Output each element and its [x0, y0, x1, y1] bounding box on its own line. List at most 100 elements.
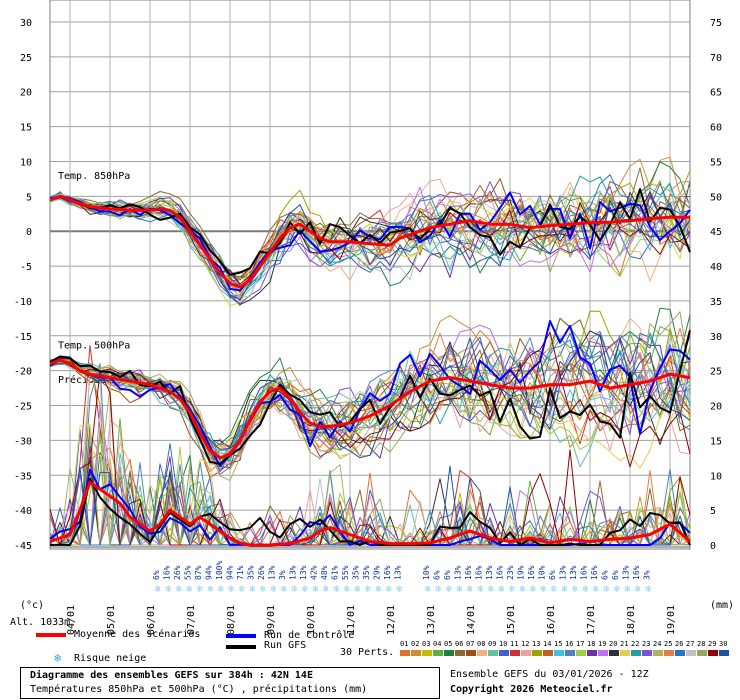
snow-risk-value: 16% [590, 565, 599, 580]
snow-risk-value: 13% [268, 565, 277, 580]
legend-perts-label: 30 Perts. [340, 647, 395, 658]
pert-legend-number: 11 [510, 640, 519, 648]
y-tick-left: 15 [20, 123, 32, 134]
x-tick-label: 08/01 [226, 605, 237, 635]
pert-legend-number: 01 [400, 640, 409, 648]
snow-risk-icon: ❄ [208, 584, 215, 595]
y-tick-left: -30 [14, 436, 32, 447]
pert-legend-swatch [565, 650, 575, 656]
pert-legend-number: 18 [587, 640, 596, 648]
snow-risk-icon: ❄ [397, 584, 404, 595]
snow-risk-value: 16% [527, 565, 536, 580]
x-tick-label: 16/01 [546, 605, 557, 635]
snow-risk-value: 23% [506, 565, 515, 580]
snow-risk-icon: ❄ [499, 584, 506, 595]
pert-legend-number: 17 [576, 640, 585, 648]
snow-risk-icon: ❄ [218, 584, 225, 595]
y-tick-left: -40 [14, 506, 32, 517]
snow-risk-icon: ❄ [376, 584, 383, 595]
snow-risk-icon: ❄ [562, 584, 569, 595]
member-line-precip [50, 434, 691, 546]
legend-gfs-label: Run GFS [264, 640, 307, 651]
pert-legend-number: 16 [565, 640, 574, 648]
pert-legend-number: 12 [521, 640, 530, 648]
pert-legend-number: 30 [719, 640, 728, 648]
pert-legend-number: 13 [532, 640, 541, 648]
y-tick-left: -20 [14, 367, 32, 378]
snow-risk-icon: ❄ [260, 584, 267, 595]
snow-risk-value: 6% [433, 570, 442, 580]
pert-legend-number: 24 [653, 640, 662, 648]
snow-risk-value: 13% [289, 565, 298, 580]
y-tick-left: -35 [14, 471, 32, 482]
snow-risk-icon: ❄ [425, 584, 432, 595]
pert-legend-swatch [521, 650, 531, 656]
member-line-precip [49, 473, 690, 546]
y-tick-right: 40 [710, 262, 722, 273]
snow-risk-icon: ❄ [155, 584, 162, 595]
snow-risk-icon: ❄ [292, 584, 299, 595]
snow-risk-value: 42% [310, 565, 319, 580]
pert-legend-number: 22 [631, 640, 640, 648]
x-tick-label: 19/01 [666, 605, 677, 635]
snow-risk-icon: ❄ [509, 584, 516, 595]
snow-risk-value: 6% [443, 570, 452, 580]
section-label-t850: Temp. 850hPa [58, 171, 130, 182]
altitude-label: Alt. 1033m [10, 617, 71, 628]
pert-legend-swatch [576, 650, 586, 656]
snow-risk-icon: ❄ [646, 584, 653, 595]
snow-risk-icon: ❄ [436, 584, 443, 595]
snow-risk-value: 29% [373, 565, 382, 580]
pert-legend-swatch [653, 650, 663, 656]
pert-legend-number: 04 [433, 640, 442, 648]
snow-risk-icon: ❄ [271, 584, 278, 595]
snow-risk-icon: ❄ [530, 584, 537, 595]
snow-risk-value: 16% [496, 565, 505, 580]
y-tick-right: 20 [710, 402, 722, 413]
pert-legend-number: 03 [422, 640, 431, 648]
snow-risk-value: 16% [163, 565, 172, 580]
snow-risk-value: 55% [341, 565, 350, 580]
y-axis-label-right: (mm) [710, 600, 734, 611]
snow-risk-value: 3% [278, 570, 287, 580]
snow-risk-value: 13% [394, 565, 403, 580]
snow-risk-value: 48% [320, 565, 329, 580]
snow-risk-value: 55% [184, 565, 193, 580]
y-tick-left: 20 [20, 88, 32, 99]
snow-risk-value: 13% [454, 565, 463, 580]
snow-risk-value: 61% [331, 565, 340, 580]
snow-risk-icon: ❄ [302, 584, 309, 595]
snow-risk-icon: ❄ [488, 584, 495, 595]
snow-risk-value: 19% [517, 565, 526, 580]
snow-risk-value: 35% [247, 565, 256, 580]
pert-legend-number: 26 [675, 640, 684, 648]
snow-risk-value: 16% [632, 565, 641, 580]
member-line-t500 [49, 330, 691, 449]
snow-risk-value: 3% [643, 570, 652, 580]
snow-risk-icon: ❄ [583, 584, 590, 595]
pert-legend-swatch [543, 650, 553, 656]
x-tick-label: 09/01 [266, 605, 277, 635]
x-tick-label: 07/01 [186, 605, 197, 635]
snow-risk-icon: ❄ [467, 584, 474, 595]
snow-risk-value: 16% [580, 565, 589, 580]
pert-legend-swatch [675, 650, 685, 656]
y-tick-right: 10 [710, 471, 722, 482]
snowflake-icon: ❄ [54, 651, 62, 665]
y-tick-left: -45 [14, 541, 32, 552]
snow-risk-value: 10% [538, 565, 547, 580]
pert-legend-swatch [444, 650, 454, 656]
member-line-t850 [49, 186, 691, 307]
y-tick-left: -5 [20, 262, 32, 273]
x-tick-label: 05/01 [106, 605, 117, 635]
snow-risk-value: 16% [383, 565, 392, 580]
mean-line-t500 [49, 358, 691, 460]
pert-legend-number: 20 [609, 640, 618, 648]
pert-legend-swatch [532, 650, 542, 656]
pert-legend-swatch [400, 650, 410, 656]
y-tick-right: 50 [710, 192, 722, 203]
pert-legend-number: 23 [642, 640, 651, 648]
y-tick-right: 25 [710, 367, 722, 378]
member-line-t500 [49, 361, 691, 468]
